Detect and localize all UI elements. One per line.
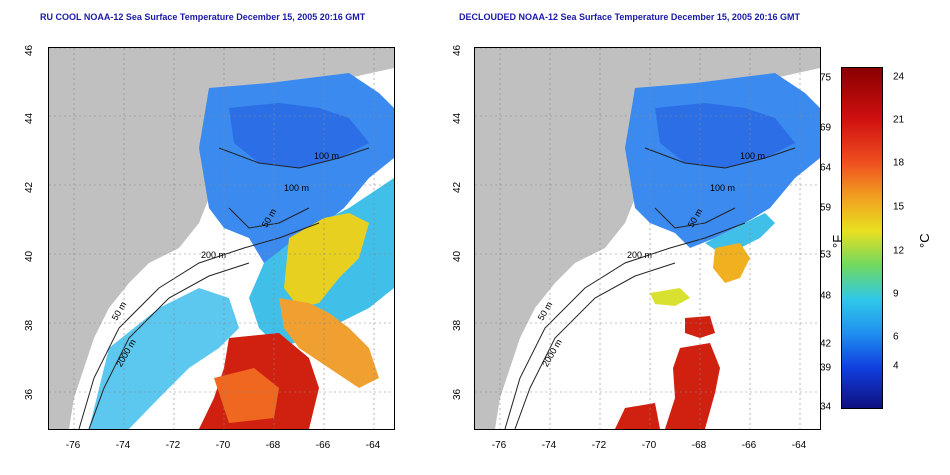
lon-tick: -76 xyxy=(65,440,81,451)
lat-tick: 42 xyxy=(24,181,35,193)
celsius-tick: 18 xyxy=(893,157,905,169)
lon-tick: -68 xyxy=(265,440,281,451)
right-map-graphic xyxy=(475,48,820,429)
lon-tick: -72 xyxy=(591,440,607,451)
isobath-label: 200 m xyxy=(627,250,653,260)
lat-tick: 38 xyxy=(24,319,35,331)
isobath-label: 200 m xyxy=(201,250,227,260)
isobath-2000m xyxy=(514,262,676,429)
left-map-graphic xyxy=(49,48,394,429)
left-sst-map: 100 m 100 m 50 m 200 m 50 m 2000 m xyxy=(48,47,395,430)
graticule xyxy=(49,48,394,429)
isobath-50m xyxy=(228,207,310,229)
fahrenheit-tick: 64 xyxy=(820,162,832,174)
south-shelf xyxy=(615,403,660,429)
cold-water-patch xyxy=(655,103,795,168)
isobath-label: 100 m xyxy=(710,183,736,193)
south-shelf xyxy=(89,288,239,429)
lon-tick: -68 xyxy=(691,440,707,451)
land-mass xyxy=(49,48,394,429)
isobath-2000m xyxy=(88,262,250,429)
celsius-tick: 9 xyxy=(893,288,899,300)
lat-tick: 44 xyxy=(24,112,35,124)
celsius-tick: 21 xyxy=(893,114,905,126)
lon-tick: -64 xyxy=(365,440,381,451)
lon-tick: -70 xyxy=(215,440,231,451)
fahrenheit-tick: 34 xyxy=(820,401,832,413)
isobath-label: 100 m xyxy=(284,183,310,193)
slope-water xyxy=(705,213,775,253)
temperature-colorbar xyxy=(841,67,883,409)
isobath-label: 100 m xyxy=(740,151,766,161)
lon-tick: -70 xyxy=(641,440,657,451)
isobath-50m xyxy=(654,207,736,229)
fahrenheit-tick: 69 xyxy=(820,122,832,134)
isobath-label: 100 m xyxy=(314,151,340,161)
celsius-tick: 15 xyxy=(893,201,905,213)
celsius-tick: 4 xyxy=(893,360,899,372)
lat-tick: 44 xyxy=(452,112,463,124)
lat-tick: 40 xyxy=(452,250,463,262)
right-sst-map: 100 m 100 m 50 m 200 m 50 m 2000 m xyxy=(474,47,821,430)
celsius-tick: 12 xyxy=(893,245,905,257)
fahrenheit-tick: 39 xyxy=(820,362,832,374)
lat-tick: 36 xyxy=(24,388,35,400)
lat-tick: 46 xyxy=(452,44,463,56)
fahrenheit-tick: 53 xyxy=(820,249,832,261)
celsius-tick: 24 xyxy=(893,71,905,83)
land-mass xyxy=(475,48,820,429)
graticule xyxy=(475,48,820,429)
gulf-stream-edge xyxy=(214,368,279,423)
lat-tick: 40 xyxy=(24,250,35,262)
lon-tick: -64 xyxy=(791,440,807,451)
isobath-200m xyxy=(78,222,320,429)
lon-tick: -72 xyxy=(165,440,181,451)
cold-water-patch xyxy=(229,103,369,168)
isobath-200m xyxy=(504,222,746,429)
left-map-title: RU COOL NOAA-12 Sea Surface Temperature … xyxy=(40,12,366,22)
lon-tick: -74 xyxy=(115,440,131,451)
lon-tick: -66 xyxy=(741,440,757,451)
isobath-100m xyxy=(218,147,370,169)
lat-tick: 36 xyxy=(452,388,463,400)
fahrenheit-tick: 42 xyxy=(820,338,832,350)
celsius-unit-label: °C xyxy=(917,233,932,248)
lat-tick: 42 xyxy=(452,181,463,193)
fahrenheit-unit-label: °F xyxy=(830,234,845,248)
lon-tick: -66 xyxy=(315,440,331,451)
gulf-stream-edge xyxy=(685,316,715,338)
fahrenheit-tick: 75 xyxy=(820,72,832,84)
fahrenheit-tick: 59 xyxy=(820,202,832,214)
lon-tick: -74 xyxy=(541,440,557,451)
warm-water-2 xyxy=(279,298,379,388)
lon-tick: -76 xyxy=(491,440,507,451)
gulf-stream xyxy=(665,343,720,429)
celsius-tick: 6 xyxy=(893,331,899,343)
warm-water xyxy=(284,213,369,308)
right-map-title: DECLOUDED NOAA-12 Sea Surface Temperatur… xyxy=(459,12,800,22)
warm-water xyxy=(713,243,750,283)
warm-water-2 xyxy=(650,288,690,306)
fahrenheit-tick: 48 xyxy=(820,290,832,302)
lat-tick: 38 xyxy=(452,319,463,331)
lat-tick: 46 xyxy=(24,44,35,56)
isobath-100m xyxy=(644,147,796,169)
